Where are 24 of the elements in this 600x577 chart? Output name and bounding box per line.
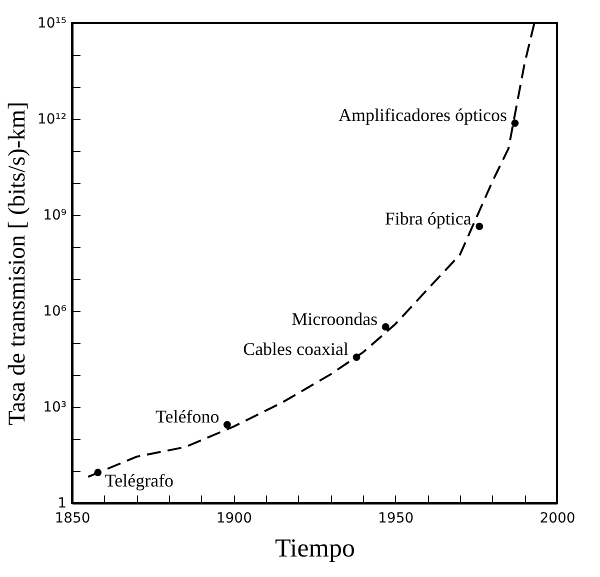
y-tick-label: 10¹² — [37, 112, 66, 128]
x-tick-label: 1950 — [378, 510, 414, 526]
x-axis-title: Tiempo — [275, 534, 355, 562]
annotation: Teléfono — [155, 406, 220, 427]
point — [511, 119, 519, 127]
annotation: Microondas — [292, 308, 378, 329]
x-tick-label: 2000 — [540, 510, 576, 526]
point — [382, 323, 390, 331]
y-tick-label: 10¹⁵ — [37, 16, 66, 32]
annotation: Fibra óptica — [384, 208, 472, 228]
y-tick-label: 10⁹ — [43, 208, 67, 224]
y-tick-label: 10⁶ — [43, 304, 67, 320]
y-tick-label: 10³ — [43, 400, 66, 416]
y-axis-title: Tasa de transmision [ (bits/s)-km] — [4, 102, 30, 426]
annotation: Telégrafo — [104, 470, 174, 490]
y-tick-label: 1 — [58, 496, 66, 512]
annotation: Amplificadores ópticos — [338, 105, 507, 126]
point — [223, 420, 231, 428]
point — [476, 222, 484, 230]
x-tick-label: 1900 — [216, 510, 252, 526]
point — [94, 468, 102, 476]
annotation: Cables coaxial — [243, 339, 349, 360]
point — [352, 354, 360, 361]
x-tick-label: 1850 — [54, 510, 90, 526]
